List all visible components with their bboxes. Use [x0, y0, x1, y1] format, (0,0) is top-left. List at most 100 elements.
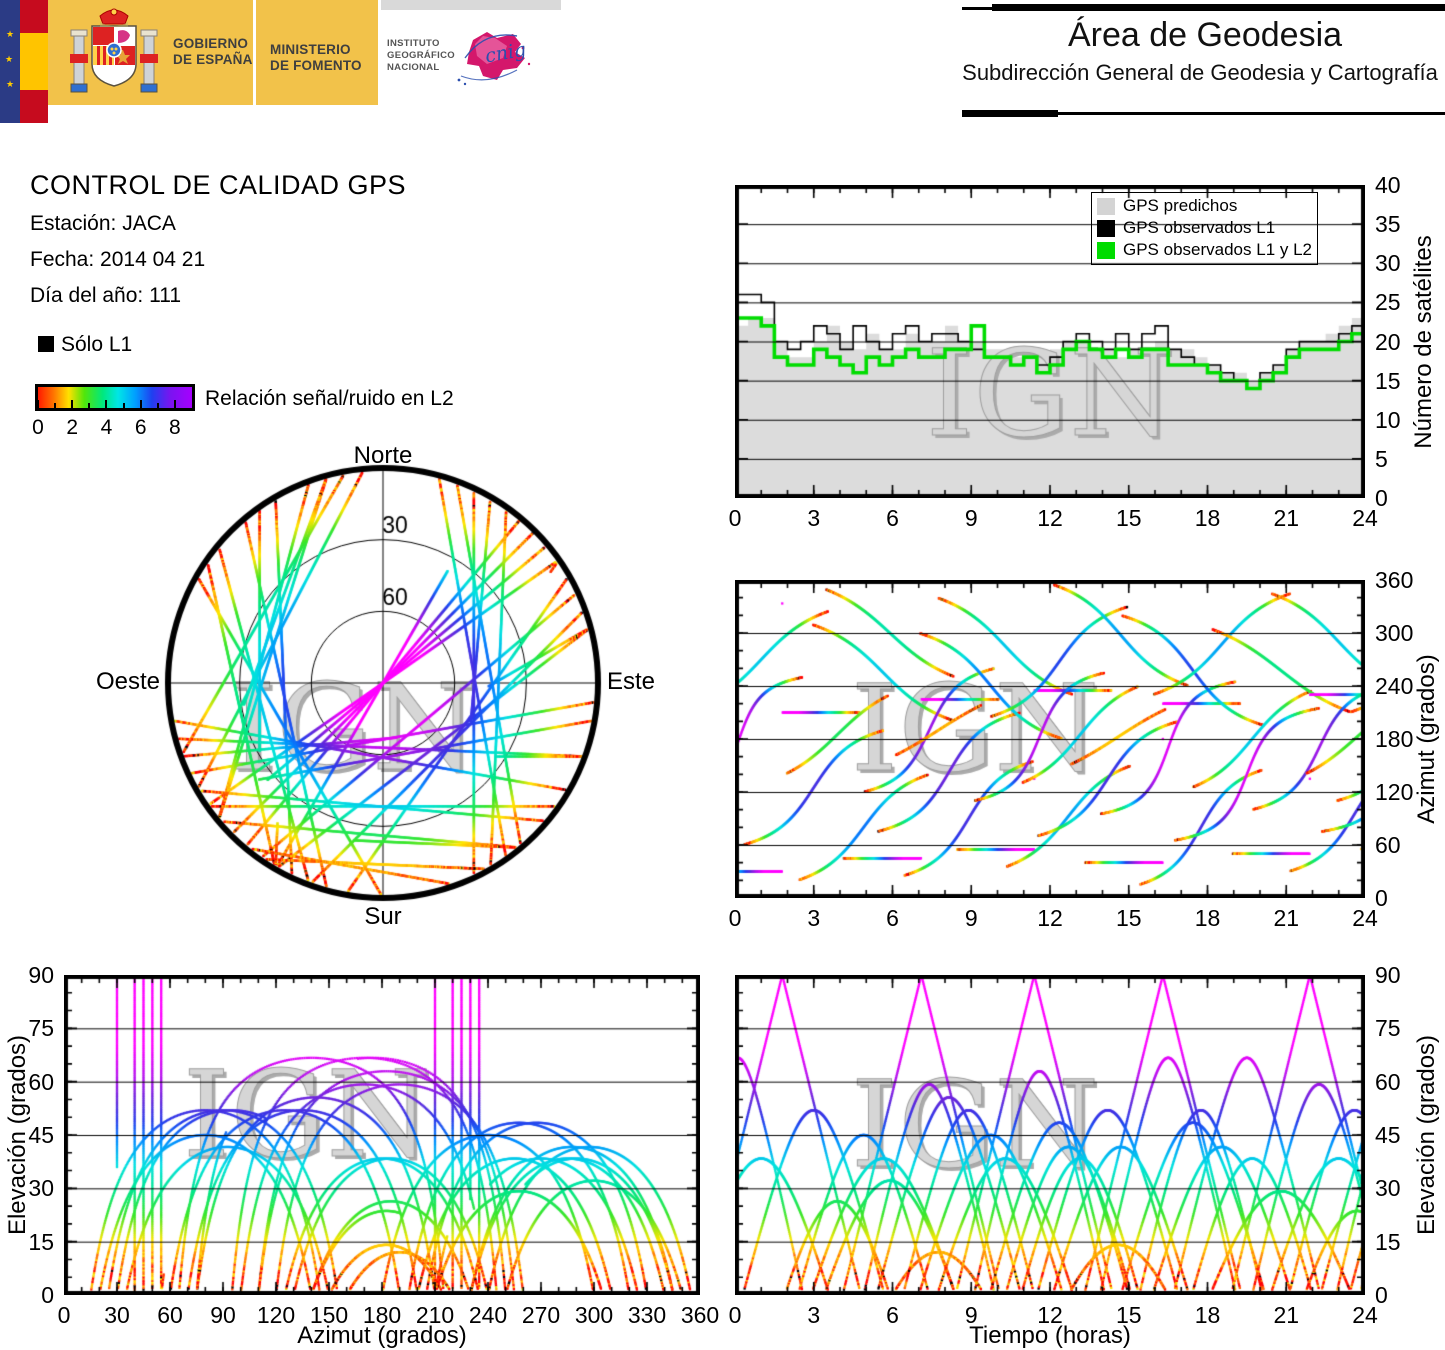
satellite-count-plot: [735, 185, 1365, 498]
cnig-logo-icon: [457, 32, 531, 86]
elev-time-ylabel: Elevación (grados): [1413, 1034, 1440, 1236]
legend-label: GPS observados L1 y L2: [1123, 240, 1313, 259]
colorbar-tick: [122, 403, 125, 408]
tick-label: 10: [1375, 406, 1401, 433]
tick-label: 24: [1352, 905, 1378, 931]
spain-flag: [20, 0, 48, 123]
tick-label: 360: [680, 1302, 720, 1328]
tick-label: 180: [1375, 726, 1414, 752]
area-title: Área de Geodesia: [1067, 16, 1343, 54]
gobierno-label: GOBIERNO DE ESPAÑA: [173, 36, 253, 67]
legend-row: GPS predichos: [1097, 195, 1312, 217]
colorbar-tick-label: 2: [66, 416, 79, 439]
tick-label: 30: [104, 1302, 130, 1328]
tick-label: 21: [1273, 505, 1300, 531]
tick-label: 9: [964, 505, 978, 531]
legend-row: GPS observados L1: [1097, 217, 1312, 239]
eu-star-icon: ★: [6, 29, 15, 39]
tick-label: 6: [886, 905, 899, 931]
tick-label: 9: [964, 1302, 978, 1328]
tick-label: 25: [1375, 289, 1401, 316]
ign-box: INSTITUTO GEOGRÁFICO NACIONAL cnig: [381, 0, 561, 105]
tick-label: 210: [415, 1302, 455, 1328]
eu-star-icon: ★: [6, 79, 15, 89]
tick-label: 0: [728, 1302, 742, 1328]
elevation-azimuth-plot: [64, 975, 700, 1295]
tick-label: 0: [1375, 885, 1388, 911]
tick-label: 150: [309, 1302, 349, 1328]
tick-label: 300: [1375, 620, 1414, 646]
tick-label: 12: [1037, 505, 1063, 531]
tick-label: 24: [1352, 505, 1378, 531]
tick-label: 18: [1194, 905, 1221, 931]
colorbar-tick-label: 8: [169, 416, 181, 439]
tick-label: 18: [1194, 505, 1221, 531]
tick-label: 0: [728, 905, 742, 931]
tick-label: 21: [1273, 1302, 1300, 1328]
tick-label: 20: [1375, 328, 1401, 355]
colorbar-tick: [139, 400, 142, 408]
tick-label: 330: [627, 1302, 667, 1328]
tick-label: 5: [1375, 445, 1388, 472]
tick-label: 180: [362, 1302, 402, 1328]
tick-label: 12: [1037, 1302, 1063, 1328]
satellite-count-legend: GPS predichos GPS observados L1 GPS observ…: [1091, 192, 1319, 265]
skyplot: [133, 433, 633, 933]
tick-label: 360: [1375, 567, 1414, 593]
eu-star-icon: ★: [5, 54, 14, 64]
tick-label: 60: [157, 1302, 183, 1328]
date-line: Fecha: 2014 04 21: [30, 248, 206, 271]
colorbar-tick: [88, 403, 91, 408]
tick-label: 0: [57, 1302, 71, 1328]
station-line: Estación: JACA: [30, 212, 176, 235]
tick-label: 6: [886, 1302, 899, 1328]
doy-line: Día del año: 111: [30, 284, 181, 307]
eu-flag: ★ ★ ★: [0, 0, 20, 123]
tick-label: 15: [1375, 1228, 1401, 1255]
tick-label: 90: [1375, 962, 1401, 988]
header-rule-top-thick: [992, 4, 1445, 11]
azimuth-time-plot: [735, 580, 1365, 898]
ministerio-label: MINISTERIO DE FOMENTO: [270, 42, 362, 73]
tick-label: 45: [28, 1122, 54, 1148]
tick-label: 270: [521, 1302, 561, 1328]
tick-label: 240: [468, 1302, 508, 1328]
colorbar-tick-label: 0: [32, 416, 44, 439]
colorbar-tick: [105, 400, 108, 408]
tick-label: 240: [1375, 673, 1414, 699]
tick-label: 30: [1375, 1175, 1401, 1202]
tick-label: 15: [1115, 1302, 1142, 1328]
tick-label: 0: [1375, 1282, 1388, 1308]
header-rule-bottom-thick: [962, 110, 1058, 117]
tick-label: 0: [728, 505, 742, 531]
colorbar-tick: [71, 400, 74, 408]
elev-time-xlabel: Tiempo (horas): [969, 1322, 1131, 1349]
ministerio-box: MINISTERIO DE FOMENTO: [256, 0, 378, 105]
legend-label: GPS predichos: [1123, 196, 1238, 215]
l1-only-swatch: [38, 336, 54, 352]
tick-label: 40: [1375, 172, 1401, 198]
sat-count-ylabel: Número de satélites: [1410, 235, 1437, 449]
tick-label: 0: [1375, 485, 1388, 511]
tick-label: 75: [1375, 1015, 1401, 1042]
tick-label: 45: [1375, 1122, 1401, 1148]
colorbar-tick-label: 6: [134, 416, 147, 439]
elev-az-xlabel: Azimut (grados): [297, 1322, 467, 1349]
header-rule-top-thin: [962, 7, 992, 10]
legend-swatch: [1097, 219, 1115, 237]
azimuth-ylabel: Azimut (grados): [1413, 654, 1440, 824]
tick-label: 60: [1375, 832, 1401, 858]
tick-label: 12: [1037, 905, 1063, 931]
tick-label: 90: [28, 962, 54, 988]
tick-label: 3: [807, 505, 821, 531]
skyplot-north-label: Norte: [353, 442, 413, 469]
colorbar-tick: [156, 403, 159, 408]
spain-coat-of-arms-icon: [70, 8, 158, 93]
colorbar-tick: [37, 400, 39, 408]
instituto-label: INSTITUTO GEOGRÁFICO NACIONAL: [387, 38, 455, 73]
colorbar-tick-label: 4: [100, 416, 113, 439]
report-title: CONTROL DE CALIDAD GPS: [30, 170, 407, 200]
header-rule-bottom-thin: [1058, 112, 1445, 115]
legend-swatch: [1097, 241, 1115, 259]
